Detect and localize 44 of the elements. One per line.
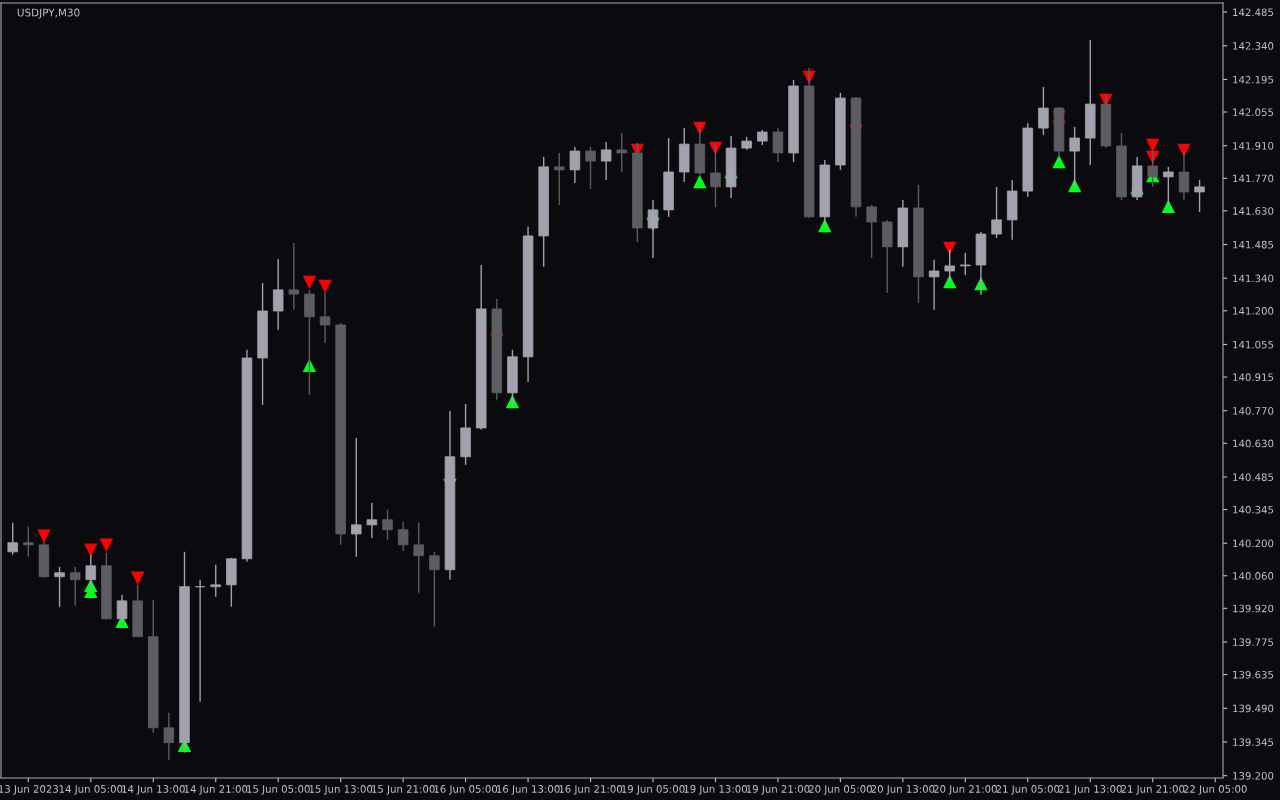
y-tick-label: 140.345 <box>1233 505 1274 514</box>
x-tick-label: 20 Jun 21:00 <box>933 785 997 795</box>
y-tick-label: 141.485 <box>1233 240 1274 249</box>
y-tick-label: 141.910 <box>1233 142 1274 150</box>
y-tick-label: 141.340 <box>1233 274 1274 283</box>
y-tick-label: 141.630 <box>1233 207 1274 215</box>
x-tick-label: 14 Jun 13:00 <box>122 785 185 795</box>
x-tick-label: 16 Jun 05:00 <box>434 785 498 795</box>
y-tick-label: 141.055 <box>1233 340 1274 349</box>
y-tick-label: 142.340 <box>1233 42 1274 50</box>
text: USDJPY,M30 <box>17 8 80 19</box>
y-tick-label: 139.775 <box>1233 638 1274 647</box>
y-tick-label: 142.055 <box>1233 108 1274 117</box>
y-tick-label: 142.485 <box>1233 8 1274 17</box>
y-tick-label: 140.630 <box>1233 439 1274 448</box>
y-tick-label: 139.200 <box>1233 772 1274 780</box>
x-tick-label: 15 Jun 05:00 <box>247 785 310 795</box>
y-tick-label: 140.485 <box>1233 473 1274 481</box>
x-tick-label: 15 Jun 21:00 <box>372 785 435 795</box>
x-tick-label: 20 Jun 05:00 <box>808 785 872 795</box>
y-tick-label: 140.915 <box>1233 373 1274 382</box>
x-tick-label: 14 Jun 05:00 <box>59 785 123 795</box>
y-tick-label: 140.770 <box>1233 407 1274 415</box>
x-tick-label: 21 Jun 13:00 <box>1058 785 1122 795</box>
y-tick-label: 139.920 <box>1233 604 1274 613</box>
x-tick-label: 16 Jun 13:00 <box>496 785 560 795</box>
x-tick-label: 16 Jun 21:00 <box>559 785 623 795</box>
x-tick-label: 22 Jun 05:00 <box>1183 785 1247 795</box>
y-tick-label: 139.635 <box>1233 670 1274 679</box>
x-tick-label: 15 Jun 13:00 <box>309 785 373 795</box>
x-tick-label: 19 Jun 05:00 <box>621 785 685 795</box>
y-tick-label: 141.200 <box>1233 307 1274 315</box>
y-tick-label: 142.195 <box>1233 75 1274 84</box>
y-tick-label: 140.060 <box>1233 572 1274 580</box>
x-tick-label: 21 Jun 21:00 <box>1121 785 1185 795</box>
x-tick-label: 21 Jun 05:00 <box>996 785 1060 795</box>
y-tick-label: 141.770 <box>1233 174 1274 183</box>
x-tick-label: 14 Jun 21:00 <box>184 785 248 795</box>
x-tick-label: 20 Jun 13:00 <box>871 785 935 795</box>
x-tick-label: 19 Jun 21:00 <box>746 785 810 795</box>
x-tick-label: 19 Jun 13:00 <box>684 785 747 795</box>
y-tick-label: 140.200 <box>1233 539 1274 548</box>
y-tick-label: 139.490 <box>1233 704 1274 713</box>
y-tick-label: 139.345 <box>1233 738 1274 746</box>
